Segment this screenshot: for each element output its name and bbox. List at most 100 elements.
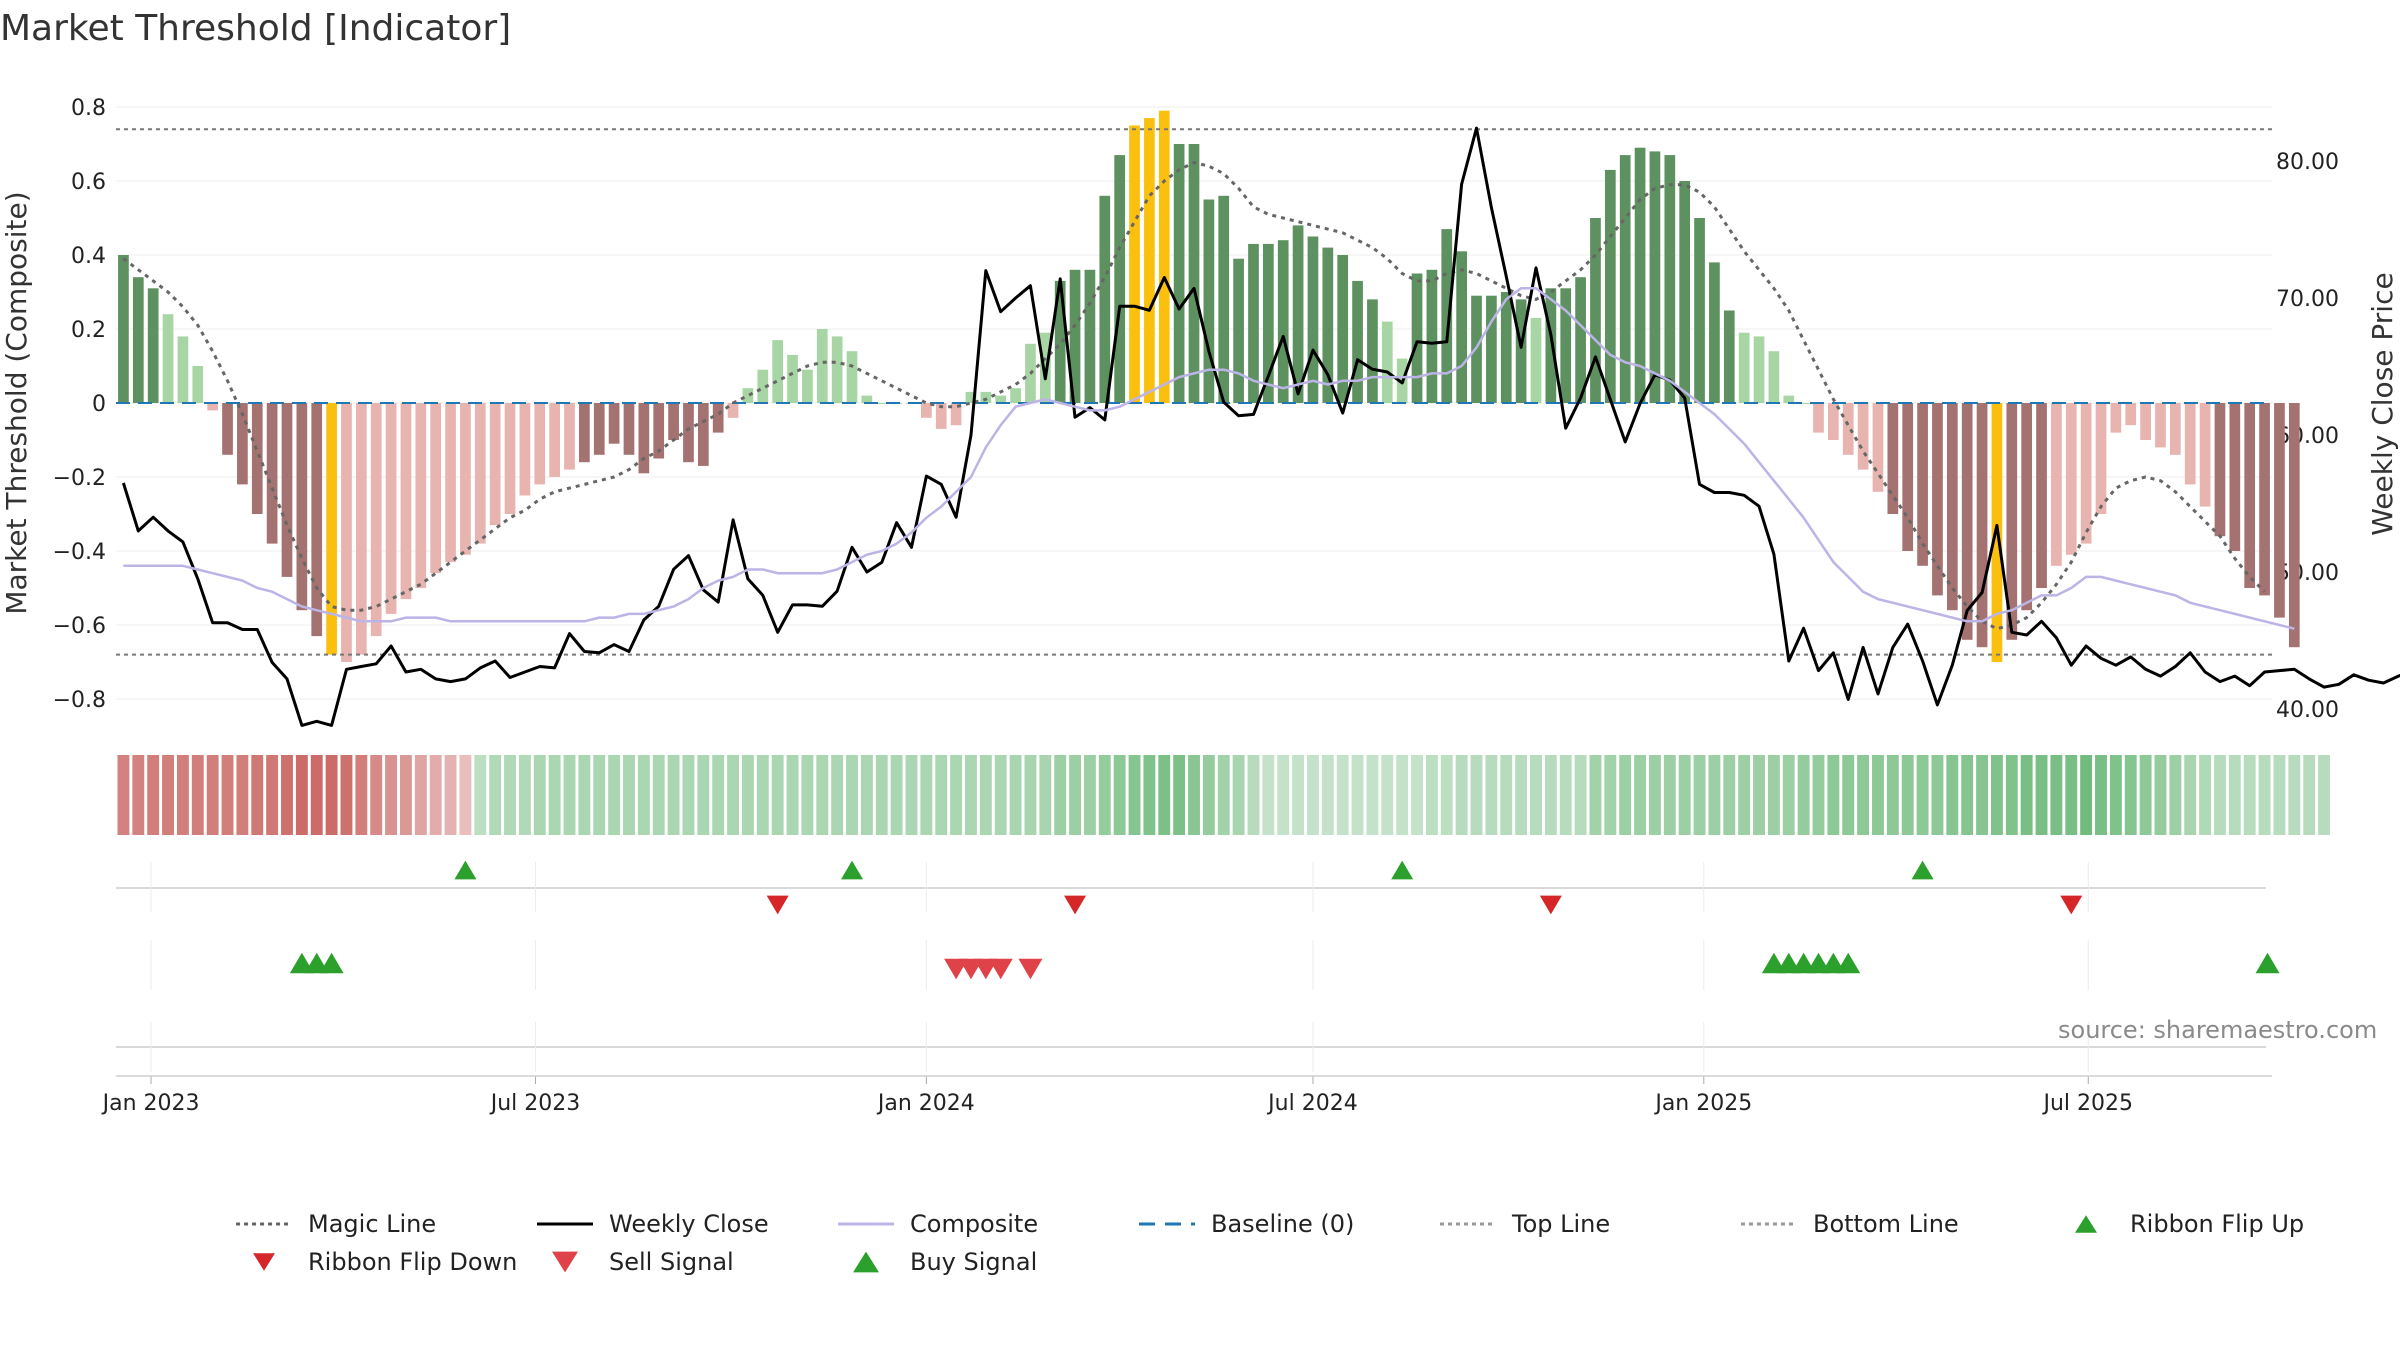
x-tick-label: Jan 2023 [101, 1091, 200, 1116]
magic-line-line [122, 161, 2266, 631]
y2-tick-label: 80.00 [2276, 150, 2339, 175]
ribbon-segment [1901, 755, 1914, 835]
ribbon-segment [637, 755, 650, 835]
ribbon-segment [444, 755, 457, 835]
sell-signal-marker [988, 958, 1013, 980]
ribbon-segment [1321, 755, 1334, 835]
composite-bar [623, 403, 635, 455]
composite-bar [2095, 403, 2107, 514]
composite-bar [2080, 403, 2092, 544]
composite-bar [1084, 269, 1096, 403]
ribbon-segment [1976, 755, 1989, 835]
composite-bar [608, 403, 620, 444]
source-note: source: sharemaestro.com [2058, 1016, 2378, 1044]
ribbon-segment [1232, 755, 1245, 835]
y2-tick-label: 70.00 [2276, 287, 2339, 312]
legend-label: Weekly Close [609, 1210, 769, 1238]
composite-bar [266, 403, 278, 544]
legend-label: Ribbon Flip Up [2130, 1210, 2304, 1238]
composite-bar [326, 403, 337, 655]
composite-bar [1188, 144, 1200, 403]
composite-bar [1932, 403, 1943, 596]
ribbon-segment [325, 755, 338, 835]
composite-bar [1500, 292, 1512, 403]
composite-bar [1173, 144, 1185, 403]
ribbon-segment [2273, 755, 2286, 835]
ribbon-segment [2080, 755, 2093, 835]
legend-item: Bottom Line [1741, 1210, 1959, 1238]
composite-bar [2110, 403, 2122, 433]
y-tick-label: −0.6 [53, 614, 106, 639]
chart-title: Market Threshold [Indicator] [0, 8, 512, 49]
composite-bar [1322, 247, 1334, 403]
ribbon-segment [727, 755, 740, 835]
composite-bar [549, 403, 560, 477]
composite-bar [519, 403, 531, 496]
ribbon-segment [2139, 755, 2152, 835]
composite-bar [237, 403, 248, 485]
ribbon-segment [385, 755, 398, 835]
composite-bar [1456, 251, 1467, 403]
composite-bar [564, 403, 575, 470]
ribbon-segment [2109, 755, 2122, 835]
composite-bar [1069, 269, 1081, 403]
ribbon-segment [2243, 755, 2256, 835]
composite-bar [162, 314, 174, 403]
ribbon-segment [1812, 755, 1825, 835]
ribbon-segment [1143, 755, 1156, 835]
ribbon-segment [2035, 755, 2048, 835]
y2-tick-label: 60.00 [2276, 424, 2339, 449]
ribbon-segment [1470, 755, 1483, 835]
ribbon-segment [2169, 755, 2182, 835]
composite-bar [1307, 236, 1319, 403]
ribbon-segment [1009, 755, 1022, 835]
composite-bar [415, 403, 427, 588]
ribbon-segment [1574, 755, 1587, 835]
ribbon-segment [504, 755, 516, 835]
ribbon-segment [1648, 755, 1661, 835]
y-tick-label: −0.8 [53, 688, 106, 713]
composite-bar [579, 403, 590, 463]
composite-bar [816, 329, 828, 403]
ribbon-segment [414, 755, 427, 835]
composite-bar [1961, 403, 1973, 640]
ribbon-segment [355, 755, 368, 835]
ribbon-segment [2124, 755, 2137, 835]
x-tick-label: Jul 2023 [489, 1091, 581, 1116]
ribbon-segment [578, 755, 591, 835]
composite-bar [1411, 273, 1423, 403]
composite-bar [1575, 277, 1586, 403]
ribbon-segment [846, 755, 858, 835]
composite-bar [593, 403, 605, 455]
ribbon-segment [399, 755, 412, 835]
composite-bar [1619, 155, 1631, 403]
composite-bar [311, 403, 323, 637]
composite-bar [2140, 403, 2151, 440]
composite-bar [1768, 351, 1780, 403]
composite-bar [1634, 147, 1646, 403]
composite-bar [1828, 403, 1839, 440]
composite-bar [207, 403, 219, 411]
ribbon-segment [2318, 755, 2330, 835]
composite-bar [2184, 403, 2196, 485]
composite-bar [1902, 403, 1914, 551]
composite-bar [2155, 403, 2166, 448]
composite-bar [861, 395, 873, 403]
composite-bar [1233, 258, 1244, 403]
legend-swatch [552, 1251, 578, 1273]
y-tick-label: 0.2 [71, 318, 106, 343]
ribbon-segment [1039, 755, 1052, 835]
ribbon-flip-up-marker [841, 860, 864, 880]
composite-bar [1976, 403, 1988, 648]
ribbon-segment [2258, 755, 2271, 835]
ribbon-segment [2214, 755, 2226, 835]
ribbon-segment [831, 755, 844, 835]
composite-bar [2006, 403, 2018, 640]
ribbon-segment [1425, 755, 1438, 835]
ribbon-segment [1069, 755, 1081, 835]
x-tick-label: Jan 2024 [876, 1091, 975, 1116]
composite-bar [385, 403, 397, 614]
composite-bar [846, 351, 858, 403]
composite-bar [132, 277, 144, 403]
ribbon-segment [608, 755, 621, 835]
